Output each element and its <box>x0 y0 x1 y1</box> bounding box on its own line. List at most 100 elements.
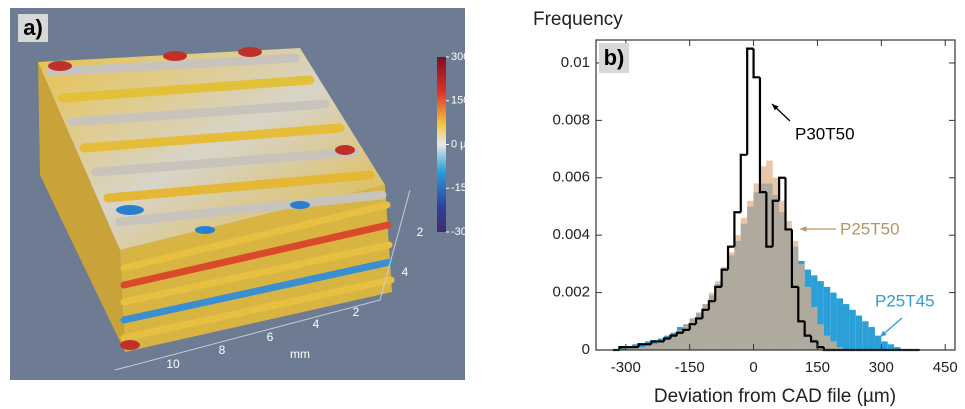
histogram-bar <box>715 281 722 350</box>
rod <box>45 53 300 77</box>
y-tick-label: 0.006 <box>552 169 590 186</box>
coldspot <box>195 226 215 234</box>
histogram-step <box>726 245 735 270</box>
histogram-bar <box>721 266 729 350</box>
histogram-step <box>694 317 703 325</box>
histogram-step <box>765 192 773 248</box>
histogram-step <box>720 268 729 287</box>
histogram-bar <box>887 344 895 350</box>
histogram-step <box>758 77 767 194</box>
width-tick-label: 2 <box>353 305 360 319</box>
x-tick-label: 0 <box>749 359 757 376</box>
histogram-step <box>739 153 748 213</box>
histogram-step <box>784 177 792 231</box>
histogram-bar <box>632 347 639 350</box>
histogram-bar <box>836 347 843 350</box>
y-tick-label: 0.004 <box>552 226 590 243</box>
histogram-step <box>688 323 697 330</box>
layer <box>120 258 394 324</box>
width-tick-label: 4 <box>313 317 320 331</box>
panel-label: b) <box>604 45 625 70</box>
histogram-bar <box>830 341 837 350</box>
histogram-bar <box>811 306 818 350</box>
depth-tick-label: 4 <box>402 265 409 279</box>
printed-object <box>38 47 395 352</box>
object-left-face <box>38 62 125 352</box>
colorbar-tick-label: -300 <box>451 226 473 238</box>
histogram-bar <box>747 200 754 350</box>
histogram-bar <box>619 347 626 350</box>
histogram-bar <box>657 341 665 350</box>
x-tick-label: 300 <box>869 359 894 376</box>
histogram-bar <box>779 200 786 350</box>
histogram-step <box>733 211 741 247</box>
object-layers <box>120 201 395 342</box>
histogram-bar <box>798 263 805 350</box>
depth-tick-label: 2 <box>417 225 424 239</box>
series-annotation: P25T50 <box>840 219 900 238</box>
histogram-step <box>701 308 709 319</box>
histogram-step <box>675 331 684 336</box>
series-annotation: P30T50 <box>795 124 855 143</box>
histogram-step <box>663 337 671 342</box>
coldspot <box>116 205 144 215</box>
hotspot <box>238 47 262 57</box>
histogram-step <box>771 199 780 247</box>
histogram-bar <box>664 338 671 350</box>
rod <box>103 170 375 203</box>
y-tick-label: 0.008 <box>552 111 590 128</box>
histogram-bar <box>644 344 652 350</box>
annotation-arrowhead <box>772 104 779 111</box>
y-tick-label: 0.002 <box>552 284 590 301</box>
axis-unit: mm <box>290 347 310 361</box>
histogram-bar <box>683 324 690 350</box>
layer <box>120 276 395 342</box>
histogram-bar <box>728 252 735 350</box>
rod <box>67 99 330 127</box>
hotspot <box>120 340 140 350</box>
histogram-bar <box>791 240 799 350</box>
histogram-bar <box>625 347 633 350</box>
histogram-bar <box>817 324 824 350</box>
histogram-step <box>790 229 799 288</box>
object-front-face <box>120 185 392 352</box>
histogram-step <box>746 47 754 155</box>
coldspot <box>290 201 310 209</box>
histogram-bar <box>881 341 888 350</box>
histogram-step <box>797 286 805 323</box>
layer <box>120 241 393 306</box>
histogram-bar <box>785 220 792 350</box>
x-tick-label: 450 <box>933 359 958 376</box>
histogram-bar <box>817 281 824 350</box>
rod <box>57 75 315 103</box>
histogram-bar <box>849 309 856 350</box>
histogram-bar <box>689 318 697 350</box>
histogram-bar <box>823 335 831 350</box>
histogram-bar <box>874 335 882 350</box>
histogram-step <box>778 176 786 201</box>
width-tick-label: 8 <box>219 343 226 357</box>
panel-label-box <box>18 14 48 42</box>
histogram-step <box>803 321 812 337</box>
histogram-bar <box>766 160 773 350</box>
y-tick-label: 0 <box>582 341 590 358</box>
histogram-bar <box>638 347 645 350</box>
histogram-bar <box>855 315 863 350</box>
histogram-bar <box>708 292 716 350</box>
histogram-step <box>682 328 690 333</box>
histogram-bar <box>702 304 709 350</box>
hotspot <box>48 61 72 71</box>
histogram-bar <box>696 312 703 350</box>
colorbar-tick-label: -150 <box>451 182 473 194</box>
histogram-bar <box>823 286 831 350</box>
histogram-step <box>707 300 716 310</box>
histogram-step <box>637 343 645 348</box>
histogram-bar <box>836 298 843 350</box>
histogram-bar <box>740 217 748 350</box>
histogram-bar <box>651 344 658 350</box>
colorbar <box>437 57 446 232</box>
object-rods <box>45 53 387 227</box>
object-coldspots <box>116 201 310 234</box>
histogram-bar <box>676 329 684 350</box>
histogram-step <box>669 334 677 339</box>
